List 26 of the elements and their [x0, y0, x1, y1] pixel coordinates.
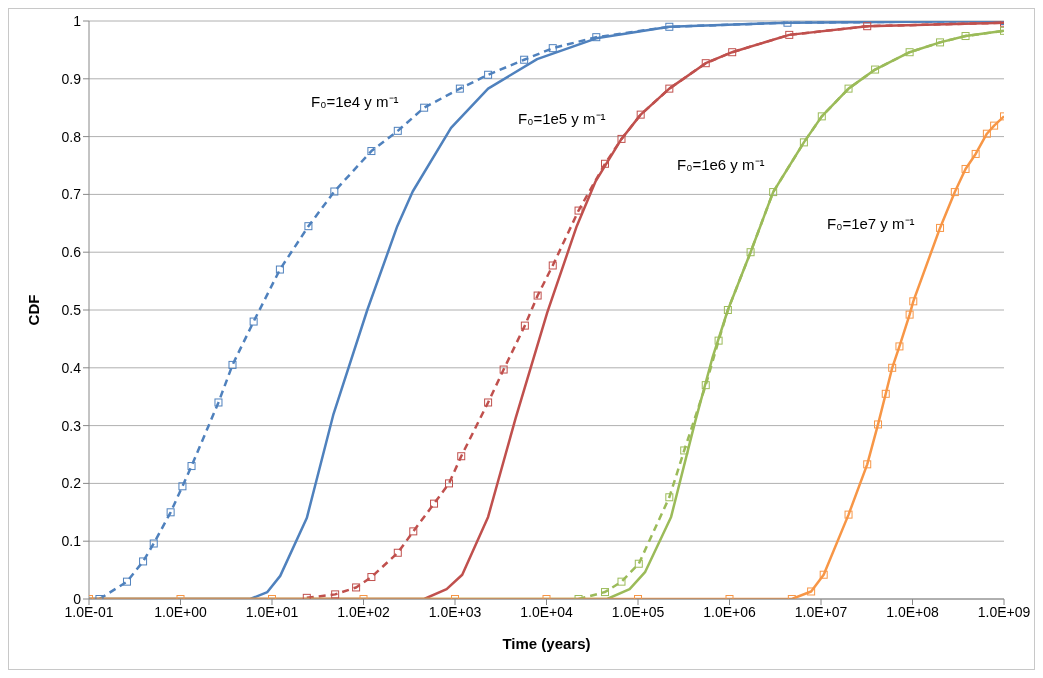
x-tick-label: 1.0E+03: [428, 603, 482, 620]
y-tick-label: 0.7: [61, 186, 82, 203]
y-tick-label: 0.8: [61, 128, 82, 145]
annotation: F₀=1e5 y m⁻¹: [518, 108, 606, 128]
x-axis-title: Time (years): [502, 635, 591, 652]
x-tick-label: 1.0E+00: [154, 603, 207, 620]
y-tick-label: 0.6: [61, 244, 82, 261]
x-tick-label: 1.0E+01: [245, 603, 299, 620]
y-tick-label: 0.5: [61, 301, 82, 318]
y-tick-label: 0.1: [61, 533, 82, 550]
x-tick-label: 1.0E+06: [703, 603, 756, 620]
x-tick-label: 1.0E+09: [977, 603, 1031, 620]
x-tick-label: 1.0E+07: [794, 603, 848, 620]
x-tick-label: 1.0E+04: [520, 603, 573, 620]
annotation: F₀=1e4 y m⁻¹: [311, 91, 399, 111]
y-tick-label: 0.9: [61, 70, 82, 87]
x-tick-label: 1.0E+08: [886, 603, 939, 620]
y-axis-title: CDF: [25, 294, 43, 326]
y-tick-label: 0.3: [61, 417, 82, 434]
x-tick-label: 1.0E+02: [337, 603, 390, 620]
y-tick-label: 0.2: [61, 475, 82, 492]
y-tick-label: 1: [73, 12, 82, 29]
annotation: F₀=1e6 y m⁻¹: [677, 154, 765, 174]
annotation: F₀=1e7 y m⁻¹: [827, 213, 915, 233]
y-tick-label: 0.4: [61, 359, 82, 376]
x-tick-label: 1.0E+05: [611, 603, 665, 620]
